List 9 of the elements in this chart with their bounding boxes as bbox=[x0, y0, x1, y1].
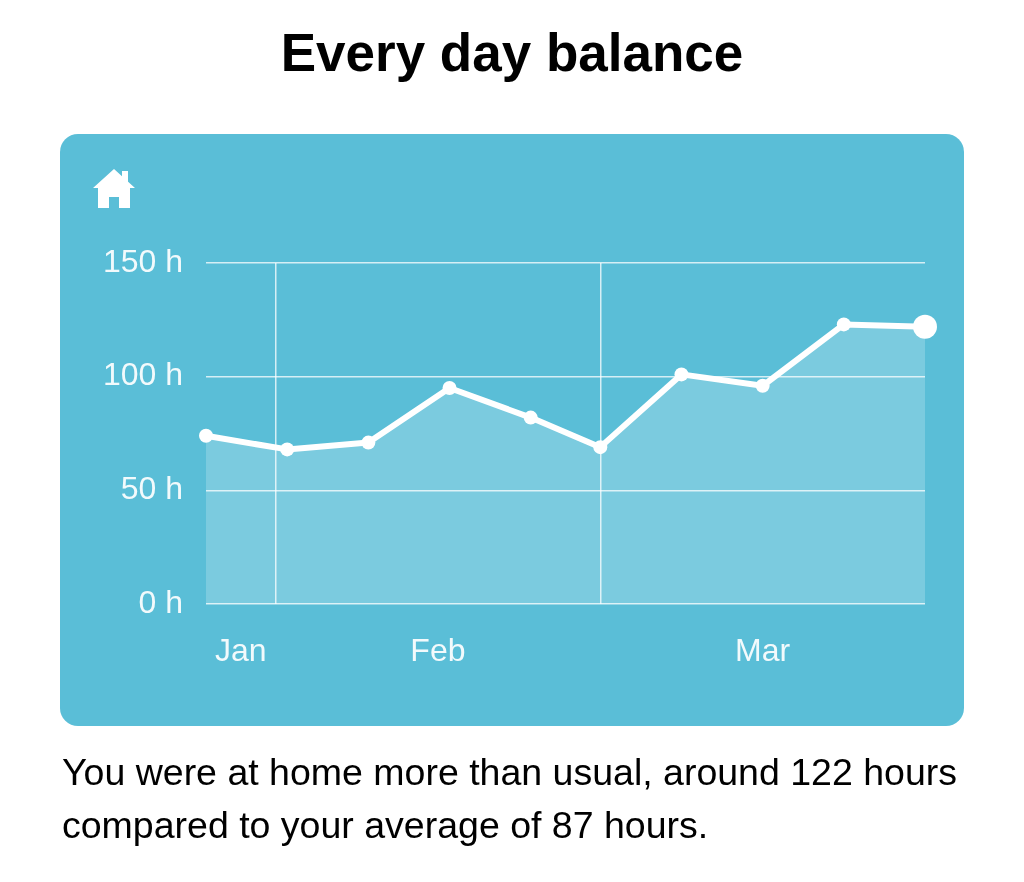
y-tick-label: 150 h bbox=[102, 242, 183, 279]
y-tick-label: 0 h bbox=[138, 583, 183, 620]
chart-title: Every day balance bbox=[279, 22, 745, 84]
y-tick-label: 50 h bbox=[120, 470, 183, 507]
text: You were at home more than usual, around 122 hours compared to your average of 87 hours. bbox=[62, 750, 959, 848]
y-tick-label: 100 h bbox=[102, 356, 183, 393]
x-tick-label: Feb bbox=[410, 632, 466, 669]
x-tick-label: Mar bbox=[735, 632, 791, 669]
x-tick-label: Jan bbox=[214, 632, 267, 669]
